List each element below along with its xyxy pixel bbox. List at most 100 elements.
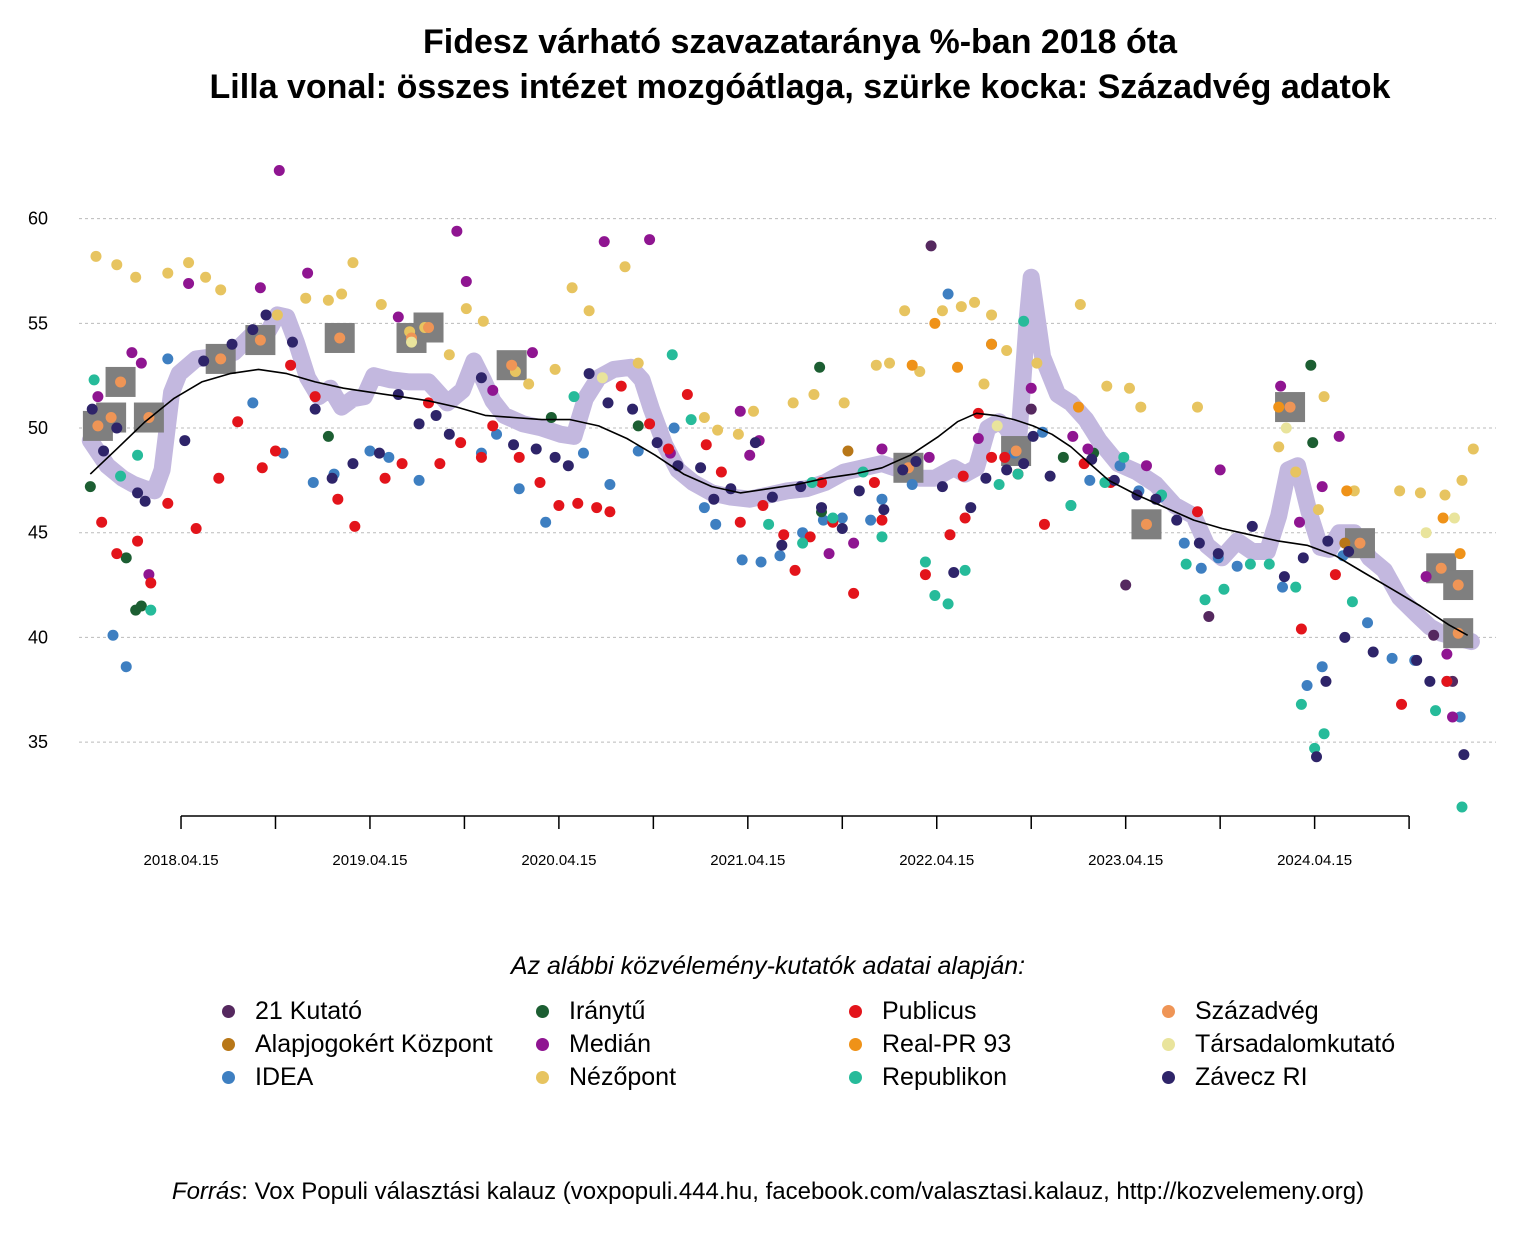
point-iranytu — [632, 420, 644, 432]
point-zavecz-ri — [836, 523, 848, 534]
legend-label: Medián — [569, 1030, 651, 1058]
point-zavecz-ri — [1322, 535, 1334, 547]
point-zavecz-ri — [475, 372, 487, 384]
point-zavecz-ri — [1246, 520, 1258, 532]
point-publicus — [876, 514, 888, 526]
point-median — [734, 405, 746, 417]
point-real-pr-93 — [1072, 401, 1084, 413]
point-nezopont — [1414, 487, 1426, 499]
point-median — [644, 234, 656, 246]
point-szazadveg — [1452, 627, 1464, 639]
point-nezopont — [183, 257, 195, 269]
point-nezopont — [1394, 485, 1406, 497]
point-republikon — [1456, 801, 1468, 813]
point-republikon — [1346, 596, 1358, 608]
point-idea — [307, 476, 319, 488]
point-zavecz-ri — [627, 403, 639, 415]
legend-item-21-kutato: 21 Kutató — [222, 995, 362, 1028]
point-nezopont — [200, 271, 212, 283]
point-idea — [162, 353, 174, 365]
legend-dot — [536, 1038, 549, 1051]
point-publicus — [804, 531, 816, 543]
point-republikon — [827, 512, 839, 524]
point-median — [1294, 516, 1306, 528]
point-nezopont — [838, 397, 850, 409]
point-zavecz-ri — [1212, 548, 1224, 560]
point-republikon — [919, 556, 931, 568]
moving-average-line — [81, 268, 1480, 651]
point-nezopont — [1290, 466, 1302, 478]
point-idea — [876, 493, 888, 505]
point-publicus — [919, 569, 931, 581]
point-nezopont — [1031, 357, 1043, 369]
point-nezopont — [914, 365, 926, 377]
point-median — [1441, 648, 1453, 660]
legend-label: IDEA — [255, 1063, 314, 1091]
source-label: Forrás — [171, 1178, 242, 1205]
point-zavecz-ri — [816, 502, 828, 514]
point-publicus — [604, 506, 616, 518]
point-idea — [577, 447, 589, 459]
point-publicus — [513, 451, 525, 463]
point-zavecz-ri — [749, 437, 761, 449]
point-median — [392, 311, 404, 323]
point-idea — [1301, 680, 1313, 692]
point-nezopont — [1135, 401, 1147, 413]
legend: 21 Kutató Alapjogokért Központ IDEA Iránytű… — [222, 995, 1502, 1105]
point-publicus — [475, 451, 487, 463]
point-nezopont — [215, 284, 227, 296]
poll-points — [84, 164, 1479, 813]
point-nezopont — [336, 288, 348, 300]
point-publicus — [986, 451, 998, 463]
legend-label: 21 Kutató — [255, 997, 363, 1025]
legend-dot — [1162, 1038, 1175, 1051]
x-tick-label: 2022.04.15 — [899, 852, 974, 869]
source-text: : Vox Populi választási kalauz (voxpopul… — [241, 1178, 1365, 1205]
point-median — [1420, 571, 1432, 583]
point-publicus — [455, 437, 467, 449]
point-idea — [1277, 581, 1289, 593]
point-zavecz-ri — [132, 487, 144, 499]
point-publicus — [111, 548, 123, 560]
legend-item-tarsadalomkutato: Társadalomkutató — [1162, 1028, 1395, 1061]
point-tarsadalomkutato — [1420, 527, 1432, 539]
point-median — [972, 432, 984, 444]
point-nezopont — [1273, 441, 1285, 453]
point-median — [526, 347, 538, 359]
point-alapjogokert-kozpont — [1339, 537, 1351, 549]
point-nezopont — [1074, 298, 1086, 310]
point-idea — [836, 512, 848, 524]
point-publicus — [434, 458, 446, 470]
point-publicus — [145, 577, 157, 589]
point-median — [451, 225, 463, 237]
point-iranytu — [84, 481, 96, 493]
point-zavecz-ri — [562, 460, 574, 472]
point-real-pr-93 — [929, 317, 941, 329]
point-publicus — [396, 458, 408, 470]
point-median — [254, 282, 266, 294]
legend-item-szazadveg: Századvég — [1162, 995, 1319, 1028]
point-iranytu — [322, 430, 334, 442]
point-nezopont — [978, 378, 990, 390]
point-zavecz-ri — [1311, 751, 1323, 763]
point-zavecz-ri — [897, 464, 909, 476]
point-zavecz-ri — [1044, 470, 1056, 482]
legend-item-zavecz-ri: Závecz RI — [1162, 1061, 1308, 1094]
point-zavecz-ri — [602, 397, 614, 409]
point-tarsadalomkutato — [991, 420, 1003, 432]
point-idea — [710, 518, 722, 530]
point-idea — [1178, 537, 1190, 549]
point-publicus — [162, 497, 174, 509]
point-iranytu — [545, 412, 557, 424]
point-nezopont — [300, 292, 312, 304]
point-republikon — [1018, 315, 1030, 327]
point-republikon — [959, 564, 971, 576]
point-zavecz-ri — [226, 338, 238, 350]
point-zavecz-ri — [1320, 675, 1332, 687]
point-iranytu — [1305, 359, 1317, 371]
point-nezopont — [549, 363, 561, 375]
point-real-pr-93 — [906, 359, 918, 371]
point-publicus — [349, 520, 361, 532]
point-median — [1140, 460, 1152, 472]
point-zavecz-ri — [1458, 749, 1470, 761]
